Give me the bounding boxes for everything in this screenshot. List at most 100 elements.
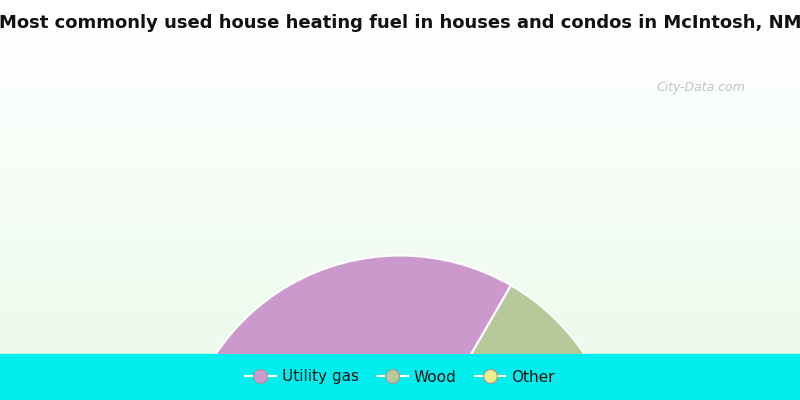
Bar <box>0 89 800 91</box>
Bar <box>0 41 800 42</box>
Bar <box>0 282 800 283</box>
Bar <box>0 290 800 292</box>
Bar <box>0 2 800 4</box>
Bar <box>0 166 800 168</box>
Bar <box>0 246 800 248</box>
Bar <box>0 308 800 309</box>
Bar <box>0 167 800 169</box>
Bar <box>0 40 800 41</box>
Bar <box>0 37 800 39</box>
Bar <box>0 118 800 119</box>
Bar <box>0 127 800 129</box>
Bar <box>0 349 800 350</box>
Bar <box>0 82 800 84</box>
Bar <box>0 38 800 40</box>
Bar <box>0 115 800 117</box>
Bar <box>0 310 800 312</box>
Bar <box>0 304 800 306</box>
Bar <box>0 67 800 68</box>
Bar <box>0 153 800 154</box>
Bar <box>0 154 800 156</box>
Bar <box>0 139 800 140</box>
Bar <box>0 106 800 107</box>
Bar <box>0 1 800 2</box>
Bar <box>0 224 800 225</box>
Bar <box>0 21 800 22</box>
Bar <box>0 120 800 122</box>
Bar <box>0 283 800 284</box>
Bar <box>0 0 800 1</box>
Bar <box>0 176 800 177</box>
Bar <box>0 337 800 339</box>
Bar <box>0 297 800 298</box>
Bar <box>0 197 800 198</box>
Bar <box>0 286 800 288</box>
Bar <box>0 328 800 329</box>
Bar <box>0 54 800 56</box>
Bar <box>0 63 800 65</box>
Bar <box>0 10 800 12</box>
Bar <box>0 232 800 234</box>
Bar <box>0 263 800 264</box>
Bar <box>0 46 800 47</box>
Bar <box>0 16 800 18</box>
Bar <box>0 138 800 139</box>
Bar <box>0 264 800 266</box>
Bar <box>0 330 800 332</box>
Bar <box>0 3 800 5</box>
Bar <box>0 35 800 36</box>
Bar <box>0 181 800 183</box>
Bar <box>0 292 800 294</box>
Bar <box>0 23 800 25</box>
Bar <box>0 49 800 51</box>
Bar <box>0 306 800 308</box>
Bar <box>0 130 800 131</box>
Bar <box>0 270 800 271</box>
Bar <box>0 47 800 48</box>
Bar <box>0 100 800 102</box>
Bar <box>0 280 800 282</box>
Bar <box>0 12 800 13</box>
Bar <box>0 109 800 111</box>
Bar <box>0 147 800 149</box>
Bar <box>0 52 800 53</box>
Bar <box>0 320 800 322</box>
Bar <box>0 258 800 260</box>
Bar <box>0 15 800 16</box>
Bar <box>0 233 800 235</box>
Bar <box>0 14 800 15</box>
Bar <box>0 32 800 33</box>
Bar <box>0 90 800 92</box>
Bar <box>0 198 800 200</box>
Bar <box>0 338 800 340</box>
Bar <box>0 4 800 6</box>
Bar <box>0 48 800 50</box>
Bar <box>0 242 800 243</box>
Bar <box>0 144 800 145</box>
Bar <box>0 161 800 163</box>
Bar <box>0 354 800 400</box>
Bar <box>0 60 800 61</box>
Bar <box>0 316 800 318</box>
Bar <box>0 98 800 99</box>
Bar <box>0 252 800 254</box>
Bar <box>0 240 800 242</box>
Bar <box>0 352 800 354</box>
Bar <box>0 172 800 174</box>
Bar <box>0 78 800 79</box>
Bar <box>0 300 800 302</box>
Bar <box>0 214 800 216</box>
Wedge shape <box>178 256 511 400</box>
Bar <box>0 132 800 133</box>
Bar <box>0 70 800 72</box>
Bar <box>0 7 800 8</box>
Bar <box>0 277 800 278</box>
Bar <box>0 187 800 189</box>
Bar <box>0 291 800 293</box>
Bar <box>0 223 800 224</box>
Bar <box>0 192 800 194</box>
Bar <box>0 116 800 118</box>
Bar <box>0 108 800 110</box>
Bar <box>0 180 800 182</box>
Bar <box>0 228 800 230</box>
